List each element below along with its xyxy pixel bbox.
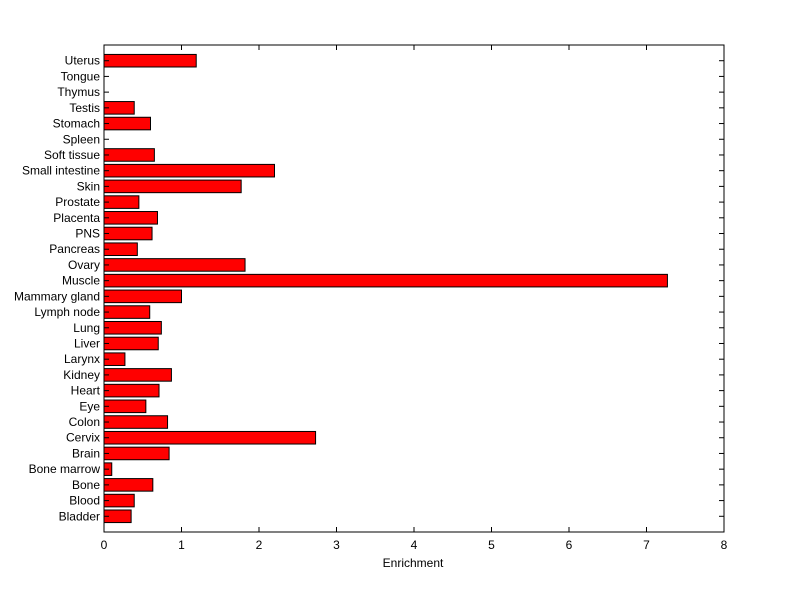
- bar-heart: [103, 383, 160, 398]
- y-tick-label: Testis: [69, 101, 100, 115]
- x-tick-labels: 0 1 2 3 4 5 6 7 8: [101, 538, 728, 552]
- bar-pns: [103, 226, 153, 241]
- bar-ovary: [103, 258, 246, 272]
- bar-small-intestine: [103, 163, 275, 178]
- y-tick-label: Bone marrow: [29, 462, 101, 476]
- y-tick-label: Bone: [72, 478, 100, 492]
- x-tick-label: 4: [411, 538, 418, 552]
- x-axis-label: Enrichment: [383, 556, 444, 570]
- bar-cervix: [103, 430, 317, 445]
- y-tick-label: Cervix: [66, 431, 100, 445]
- y-tick-label: Spleen: [63, 132, 100, 146]
- x-tick-label: 5: [488, 538, 495, 552]
- y-tick-label: Ovary: [68, 258, 100, 272]
- x-tick-label: 7: [643, 538, 650, 552]
- x-tick-label: 3: [333, 538, 340, 552]
- y-tick-label: Blood: [69, 494, 100, 508]
- x-tick-label: 6: [566, 538, 573, 552]
- y-tick-label: Tongue: [61, 69, 101, 83]
- y-tick-label: Eye: [79, 399, 100, 413]
- y-tick-label: Lymph node: [34, 305, 100, 319]
- y-tick-label: PNS: [75, 227, 100, 241]
- bar-liver: [103, 336, 159, 351]
- x-tick-label: 0: [101, 538, 108, 552]
- y-tick-label: Colon: [69, 415, 100, 429]
- bar-prostate: [103, 195, 140, 209]
- y-tick-label: Brain: [72, 446, 100, 460]
- bar-colon: [103, 415, 169, 429]
- x-tick-label: 1: [178, 538, 185, 552]
- bar-lymph-node: [103, 305, 151, 319]
- y-tick-label: Larynx: [64, 352, 100, 366]
- y-tick-label: Bladder: [59, 509, 100, 523]
- y-tick-label: Uterus: [65, 54, 100, 68]
- y-tick-label: Prostate: [55, 195, 100, 209]
- bar-brain: [103, 446, 170, 461]
- y-tick-label: Thymus: [57, 85, 100, 99]
- plot-area: [104, 45, 724, 532]
- y-tick-label: Muscle: [62, 274, 100, 288]
- bar-muscle: [103, 273, 668, 288]
- y-tick-label: Stomach: [53, 117, 100, 131]
- y-tick-label: Pancreas: [49, 242, 100, 256]
- x-tick-label: 2: [256, 538, 263, 552]
- y-tick-label: Mammary gland: [14, 289, 100, 303]
- bar-skin: [103, 179, 242, 194]
- y-tick-label: Placenta: [53, 211, 100, 225]
- bar-mammary-gland: [103, 289, 182, 304]
- bars-group: [103, 53, 668, 524]
- bar-bone: [103, 478, 154, 492]
- bar-kidney: [103, 368, 172, 382]
- bar-lung: [103, 320, 162, 335]
- x-tick-label: 8: [721, 538, 728, 552]
- bar-eye: [103, 399, 147, 414]
- bar-uterus: [103, 53, 197, 68]
- y-tick-label: Heart: [71, 384, 101, 398]
- y-tick-label: Lung: [73, 321, 100, 335]
- bar-placenta: [103, 211, 158, 225]
- plot-frame: [103, 44, 725, 533]
- y-tick-label: Liver: [74, 336, 100, 350]
- bar-stomach: [103, 116, 151, 131]
- y-tick-label: Kidney: [63, 368, 100, 382]
- bar-soft-tissue: [103, 148, 155, 162]
- y-tick-label: Skin: [77, 179, 100, 193]
- y-tick-label: Small intestine: [22, 164, 100, 178]
- y-tick-label: Soft tissue: [44, 148, 100, 162]
